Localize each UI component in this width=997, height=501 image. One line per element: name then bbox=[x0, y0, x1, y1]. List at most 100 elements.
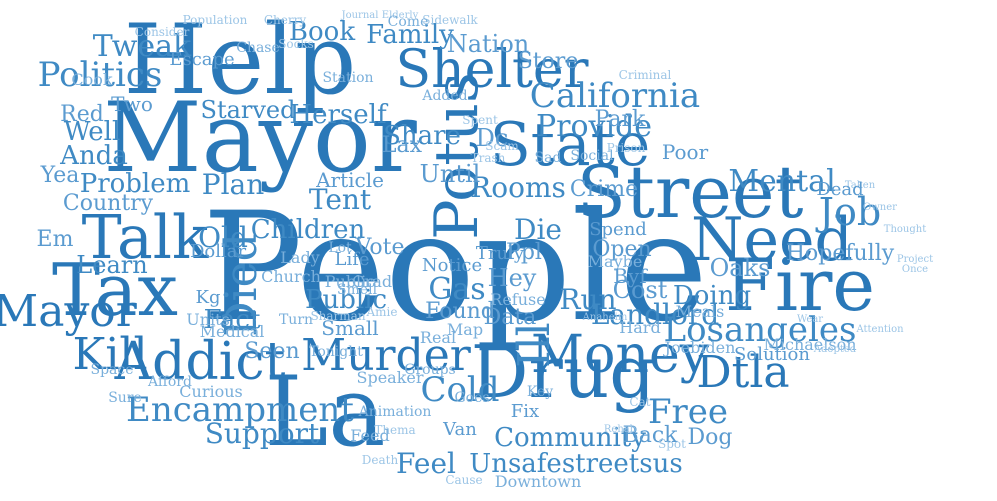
word: Truly bbox=[475, 243, 525, 264]
word: Country bbox=[62, 191, 154, 216]
word: Dog bbox=[687, 425, 733, 450]
word: Taken bbox=[844, 180, 876, 191]
word: Turn bbox=[278, 312, 314, 328]
word: Smell bbox=[336, 282, 378, 298]
word: Refuse bbox=[490, 290, 546, 309]
word: Adopted bbox=[813, 344, 857, 355]
word: Anaheim bbox=[582, 312, 628, 323]
word: Red bbox=[60, 102, 104, 127]
word: Cherry bbox=[263, 13, 307, 27]
word: Hopefully bbox=[785, 241, 895, 266]
word: Added bbox=[422, 88, 468, 104]
word: Journal bbox=[341, 10, 379, 21]
word: Landlord bbox=[590, 298, 720, 331]
word: Murder bbox=[301, 330, 471, 381]
word: Talk bbox=[81, 203, 209, 273]
word: Feed bbox=[350, 426, 390, 445]
word: Store bbox=[517, 49, 579, 74]
word: State bbox=[489, 110, 651, 180]
word: Provide bbox=[535, 109, 653, 144]
word: Free bbox=[647, 392, 729, 432]
word: Downtown bbox=[494, 472, 582, 491]
word: Owner bbox=[863, 202, 897, 213]
word: Tweak bbox=[92, 29, 192, 64]
word: Support bbox=[204, 417, 320, 450]
word: Need bbox=[691, 205, 853, 275]
word: Trash bbox=[470, 151, 506, 165]
word: Medical bbox=[199, 322, 265, 341]
word: Kill bbox=[72, 329, 148, 380]
word: Park bbox=[594, 107, 646, 132]
word: Socks bbox=[278, 37, 314, 51]
word: Units bbox=[186, 310, 230, 329]
word: Spend bbox=[589, 219, 647, 240]
word: Problem bbox=[79, 169, 191, 199]
word: Crime bbox=[569, 177, 639, 202]
word: Lax bbox=[381, 133, 423, 158]
word: Key bbox=[526, 384, 554, 400]
word: Notice bbox=[421, 255, 483, 276]
word: La bbox=[264, 356, 386, 468]
word: Sure bbox=[108, 390, 142, 406]
word: Share bbox=[383, 121, 461, 151]
word: Encampment bbox=[126, 390, 354, 430]
word: Life bbox=[334, 249, 370, 270]
word: Rooms bbox=[470, 171, 566, 204]
word: Maybe bbox=[587, 252, 643, 271]
word: Gas bbox=[428, 272, 486, 307]
word: Family bbox=[366, 20, 454, 50]
word: Rehab bbox=[603, 424, 637, 435]
word: Afford bbox=[148, 374, 192, 390]
word: Thought bbox=[883, 224, 927, 235]
word: Shelter bbox=[395, 40, 589, 100]
word: Dead bbox=[816, 179, 864, 200]
word: Doing bbox=[672, 281, 752, 311]
word: Michaelson bbox=[763, 335, 857, 354]
word: Dc bbox=[475, 124, 509, 152]
word: Open bbox=[592, 237, 652, 262]
word: Consider bbox=[134, 25, 190, 39]
word: Small bbox=[321, 316, 379, 340]
word: Public bbox=[304, 285, 388, 315]
word: Meals bbox=[675, 302, 725, 321]
word: Station bbox=[322, 70, 374, 86]
word: Found bbox=[425, 299, 495, 324]
word: Yea bbox=[40, 163, 80, 188]
word: Job bbox=[818, 190, 882, 234]
word: Well bbox=[63, 117, 121, 147]
word: Solution bbox=[734, 344, 810, 365]
word: Kg bbox=[195, 287, 221, 308]
word: Die bbox=[514, 213, 562, 246]
word: Learn bbox=[76, 251, 148, 279]
word: Unsafestreetsus bbox=[469, 449, 683, 479]
word: Population bbox=[182, 13, 248, 27]
word: Speaker bbox=[356, 368, 424, 387]
word: Goes bbox=[454, 390, 490, 406]
word: Chase bbox=[236, 40, 280, 56]
word: Mayor bbox=[103, 82, 417, 194]
word: Scam bbox=[485, 139, 519, 153]
word: Hard bbox=[619, 318, 661, 337]
word: Data bbox=[483, 305, 537, 330]
word: Starved bbox=[200, 96, 296, 124]
word: Em bbox=[36, 227, 74, 252]
word: Cold bbox=[420, 370, 500, 410]
word: Back bbox=[622, 423, 678, 448]
word: Fact bbox=[203, 305, 261, 335]
word: Cause bbox=[445, 473, 483, 487]
word: Herself bbox=[289, 100, 387, 130]
word: Ppl bbox=[506, 240, 542, 265]
word: Mayor bbox=[0, 286, 137, 337]
word: Lot bbox=[328, 240, 352, 256]
word: Tonight bbox=[309, 344, 363, 360]
word: Article bbox=[316, 168, 384, 192]
word: Tent bbox=[308, 183, 372, 216]
word: Project bbox=[896, 254, 934, 265]
word: Cost bbox=[612, 276, 668, 304]
word: Wear bbox=[796, 314, 824, 325]
word: Death bbox=[361, 453, 399, 467]
word: Old bbox=[198, 221, 248, 254]
word: Politics bbox=[37, 55, 163, 95]
word: Vote bbox=[355, 235, 405, 260]
word: Curious bbox=[179, 382, 243, 401]
